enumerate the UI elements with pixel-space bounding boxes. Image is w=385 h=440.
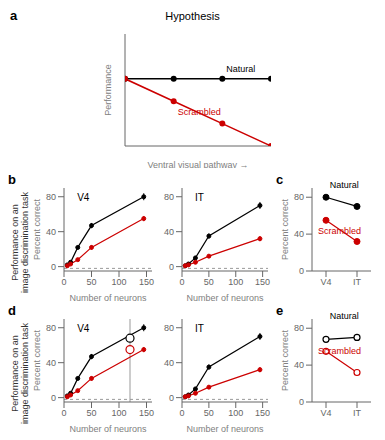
svg-text:150: 150 [255,408,270,418]
html-text:Natural: Natural [329,311,359,322]
svg-text:150: 150 [255,277,270,287]
svg-text:40: 40 [164,227,174,237]
svg-text:50: 50 [204,277,214,287]
html-text:Natural: Natural [329,180,359,191]
svg-text:Number of neurons: Number of neurons [69,293,147,301]
svg-text:Ventral visual pathway →: Ventral visual pathway → [147,160,248,168]
svg-text:150: 150 [139,277,154,287]
svg-text:100: 100 [228,277,243,287]
svg-text:Performance on animage discrim: Performance on animage discrimination ta… [10,191,30,293]
svg-text:100: 100 [228,408,243,418]
svg-text:Percent correct: Percent correct [32,329,42,391]
svg-text:40: 40 [164,358,174,368]
svg-text:0: 0 [61,277,66,287]
svg-text:40: 40 [294,360,304,370]
svg-text:V4: V4 [320,408,331,418]
svg-text:Number of neurons: Number of neurons [69,424,147,432]
svg-text:80: 80 [164,323,174,333]
svg-text:80: 80 [294,192,304,202]
svg-text:Performance on animage discrim: Performance on animage discrimination ta… [10,322,30,424]
svg-text:0: 0 [169,393,174,403]
svg-text:0: 0 [169,262,174,272]
svg-text:0: 0 [299,266,304,276]
svg-text:0: 0 [51,393,56,403]
svg-text:150: 150 [139,408,154,418]
svg-text:Natural: Natural [226,64,255,74]
html-text:b: b [8,172,16,187]
html-text:IT: IT [194,192,204,204]
svg-text:50: 50 [86,277,96,287]
svg-text:100: 100 [111,408,126,418]
svg-text:40: 40 [46,358,56,368]
svg-text:Percent correct: Percent correct [280,198,290,260]
svg-text:100: 100 [111,277,126,287]
svg-text:50: 50 [204,408,214,418]
svg-text:V4: V4 [320,277,331,287]
svg-text:80: 80 [294,323,304,333]
svg-text:40: 40 [46,227,56,237]
html-text:a: a [10,8,18,23]
svg-text:0: 0 [61,408,66,418]
svg-text:0: 0 [299,397,304,407]
svg-text:Performance: Performance [103,64,113,116]
svg-text:Percent correct: Percent correct [280,329,290,391]
html-text:V4: V4 [77,192,90,204]
html-text:c: c [276,172,284,187]
svg-text:0: 0 [179,408,184,418]
html-text:Scrambled: Scrambled [317,226,361,237]
svg-text:40: 40 [294,229,304,239]
html-text:Hypothesis: Hypothesis [165,10,220,22]
html-text:Scrambled: Scrambled [317,346,361,357]
svg-text:Scrambled: Scrambled [177,107,220,117]
html-text:IT: IT [194,323,204,335]
svg-text:IT: IT [353,408,362,418]
svg-text:Number of neurons: Number of neurons [186,293,264,301]
svg-text:50: 50 [86,408,96,418]
html-text:e: e [276,303,284,318]
svg-text:IT: IT [353,277,362,287]
html-text:V4: V4 [77,323,90,335]
svg-text:80: 80 [46,323,56,333]
svg-text:0: 0 [179,277,184,287]
svg-text:Number of neurons: Number of neurons [186,424,264,432]
svg-text:Percent correct: Percent correct [32,198,42,260]
svg-text:80: 80 [164,192,174,202]
svg-text:80: 80 [46,192,56,202]
html-text:d: d [8,303,16,318]
svg-text:0: 0 [51,262,56,272]
